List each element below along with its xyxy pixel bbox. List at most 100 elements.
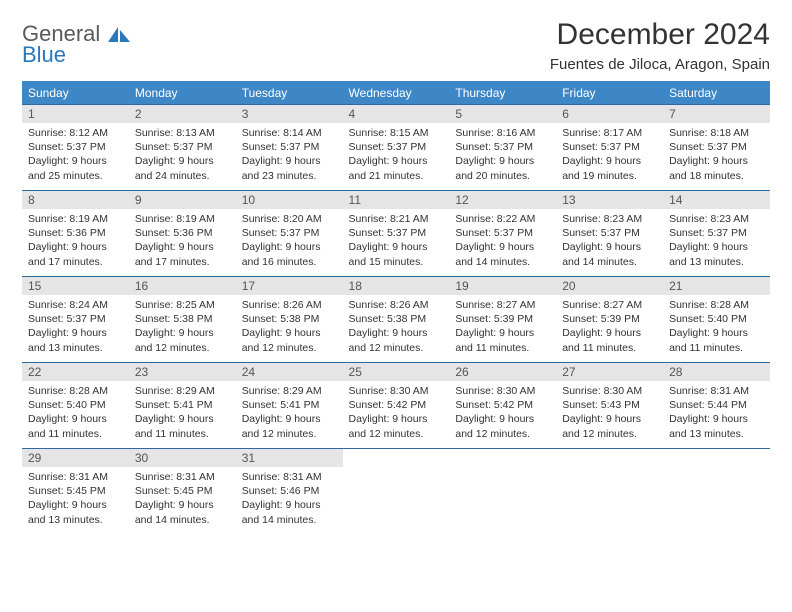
location-subtitle: Fuentes de Jiloca, Aragon, Spain	[550, 56, 770, 73]
day-details: Sunrise: 8:20 AMSunset: 5:37 PMDaylight:…	[236, 209, 343, 273]
day-number: 24	[236, 363, 343, 381]
day-details: Sunrise: 8:19 AMSunset: 5:36 PMDaylight:…	[22, 209, 129, 273]
day-details: Sunrise: 8:27 AMSunset: 5:39 PMDaylight:…	[556, 295, 663, 359]
calendar-cell: 5Sunrise: 8:16 AMSunset: 5:37 PMDaylight…	[449, 105, 556, 191]
weekday-header: Tuesday	[236, 82, 343, 105]
day-details: Sunrise: 8:31 AMSunset: 5:46 PMDaylight:…	[236, 467, 343, 531]
calendar-cell: 29Sunrise: 8:31 AMSunset: 5:45 PMDayligh…	[22, 449, 129, 535]
calendar-row: 15Sunrise: 8:24 AMSunset: 5:37 PMDayligh…	[22, 277, 770, 363]
weekday-header: Saturday	[663, 82, 770, 105]
day-details: Sunrise: 8:12 AMSunset: 5:37 PMDaylight:…	[22, 123, 129, 187]
calendar-table: Sunday Monday Tuesday Wednesday Thursday…	[22, 81, 770, 535]
calendar-cell: 17Sunrise: 8:26 AMSunset: 5:38 PMDayligh…	[236, 277, 343, 363]
calendar-cell: 1Sunrise: 8:12 AMSunset: 5:37 PMDaylight…	[22, 105, 129, 191]
day-number: 13	[556, 191, 663, 209]
weekday-header: Sunday	[22, 82, 129, 105]
weekday-header: Monday	[129, 82, 236, 105]
day-number: 19	[449, 277, 556, 295]
day-details: Sunrise: 8:26 AMSunset: 5:38 PMDaylight:…	[236, 295, 343, 359]
day-details: Sunrise: 8:25 AMSunset: 5:38 PMDaylight:…	[129, 295, 236, 359]
calendar-cell: 9Sunrise: 8:19 AMSunset: 5:36 PMDaylight…	[129, 191, 236, 277]
calendar-cell: 15Sunrise: 8:24 AMSunset: 5:37 PMDayligh…	[22, 277, 129, 363]
calendar-cell: 14Sunrise: 8:23 AMSunset: 5:37 PMDayligh…	[663, 191, 770, 277]
day-details: Sunrise: 8:28 AMSunset: 5:40 PMDaylight:…	[663, 295, 770, 359]
calendar-row: 1Sunrise: 8:12 AMSunset: 5:37 PMDaylight…	[22, 105, 770, 191]
day-number: 20	[556, 277, 663, 295]
day-details: Sunrise: 8:26 AMSunset: 5:38 PMDaylight:…	[343, 295, 450, 359]
calendar-cell: 30Sunrise: 8:31 AMSunset: 5:45 PMDayligh…	[129, 449, 236, 535]
weekday-header: Friday	[556, 82, 663, 105]
weekday-header: Wednesday	[343, 82, 450, 105]
title-block: December 2024 Fuentes de Jiloca, Aragon,…	[550, 18, 770, 73]
day-number: 10	[236, 191, 343, 209]
day-number: 15	[22, 277, 129, 295]
day-details: Sunrise: 8:28 AMSunset: 5:40 PMDaylight:…	[22, 381, 129, 445]
day-number: 30	[129, 449, 236, 467]
calendar-cell: 21Sunrise: 8:28 AMSunset: 5:40 PMDayligh…	[663, 277, 770, 363]
calendar-cell: 24Sunrise: 8:29 AMSunset: 5:41 PMDayligh…	[236, 363, 343, 449]
weekday-header-row: Sunday Monday Tuesday Wednesday Thursday…	[22, 82, 770, 105]
day-number: 1	[22, 105, 129, 123]
day-details: Sunrise: 8:22 AMSunset: 5:37 PMDaylight:…	[449, 209, 556, 273]
day-number: 16	[129, 277, 236, 295]
day-details: Sunrise: 8:23 AMSunset: 5:37 PMDaylight:…	[556, 209, 663, 273]
day-details: Sunrise: 8:31 AMSunset: 5:45 PMDaylight:…	[22, 467, 129, 531]
day-details: Sunrise: 8:21 AMSunset: 5:37 PMDaylight:…	[343, 209, 450, 273]
day-number: 12	[449, 191, 556, 209]
day-details: Sunrise: 8:30 AMSunset: 5:42 PMDaylight:…	[449, 381, 556, 445]
calendar-cell: 2Sunrise: 8:13 AMSunset: 5:37 PMDaylight…	[129, 105, 236, 191]
day-details: Sunrise: 8:29 AMSunset: 5:41 PMDaylight:…	[129, 381, 236, 445]
calendar-cell: 22Sunrise: 8:28 AMSunset: 5:40 PMDayligh…	[22, 363, 129, 449]
day-number: 29	[22, 449, 129, 467]
calendar-cell: 28Sunrise: 8:31 AMSunset: 5:44 PMDayligh…	[663, 363, 770, 449]
day-number: 25	[343, 363, 450, 381]
day-number: 27	[556, 363, 663, 381]
day-number: 26	[449, 363, 556, 381]
calendar-cell: 26Sunrise: 8:30 AMSunset: 5:42 PMDayligh…	[449, 363, 556, 449]
logo-sail-icon	[107, 25, 131, 43]
day-number: 3	[236, 105, 343, 123]
day-details: Sunrise: 8:17 AMSunset: 5:37 PMDaylight:…	[556, 123, 663, 187]
day-details: Sunrise: 8:31 AMSunset: 5:44 PMDaylight:…	[663, 381, 770, 445]
day-number: 7	[663, 105, 770, 123]
brand-text-blue: Blue	[22, 45, 131, 66]
calendar-cell: 12Sunrise: 8:22 AMSunset: 5:37 PMDayligh…	[449, 191, 556, 277]
day-details: Sunrise: 8:24 AMSunset: 5:37 PMDaylight:…	[22, 295, 129, 359]
calendar-cell: 27Sunrise: 8:30 AMSunset: 5:43 PMDayligh…	[556, 363, 663, 449]
day-number: 5	[449, 105, 556, 123]
calendar-cell: 19Sunrise: 8:27 AMSunset: 5:39 PMDayligh…	[449, 277, 556, 363]
calendar-row: 29Sunrise: 8:31 AMSunset: 5:45 PMDayligh…	[22, 449, 770, 535]
day-number: 18	[343, 277, 450, 295]
calendar-cell: 3Sunrise: 8:14 AMSunset: 5:37 PMDaylight…	[236, 105, 343, 191]
day-number: 11	[343, 191, 450, 209]
calendar-cell: 23Sunrise: 8:29 AMSunset: 5:41 PMDayligh…	[129, 363, 236, 449]
calendar-cell: 10Sunrise: 8:20 AMSunset: 5:37 PMDayligh…	[236, 191, 343, 277]
calendar-cell: .	[449, 449, 556, 535]
day-details: Sunrise: 8:29 AMSunset: 5:41 PMDaylight:…	[236, 381, 343, 445]
calendar-cell: 16Sunrise: 8:25 AMSunset: 5:38 PMDayligh…	[129, 277, 236, 363]
header: General Blue December 2024 Fuentes de Ji…	[22, 18, 770, 73]
calendar-cell: 8Sunrise: 8:19 AMSunset: 5:36 PMDaylight…	[22, 191, 129, 277]
calendar-cell: 7Sunrise: 8:18 AMSunset: 5:37 PMDaylight…	[663, 105, 770, 191]
brand-logo: General Blue	[22, 18, 131, 66]
calendar-cell: 11Sunrise: 8:21 AMSunset: 5:37 PMDayligh…	[343, 191, 450, 277]
calendar-cell: 18Sunrise: 8:26 AMSunset: 5:38 PMDayligh…	[343, 277, 450, 363]
calendar-cell: 31Sunrise: 8:31 AMSunset: 5:46 PMDayligh…	[236, 449, 343, 535]
day-number: 2	[129, 105, 236, 123]
calendar-cell: .	[663, 449, 770, 535]
calendar-cell: .	[343, 449, 450, 535]
calendar-cell: 20Sunrise: 8:27 AMSunset: 5:39 PMDayligh…	[556, 277, 663, 363]
day-details: Sunrise: 8:31 AMSunset: 5:45 PMDaylight:…	[129, 467, 236, 531]
day-details: Sunrise: 8:14 AMSunset: 5:37 PMDaylight:…	[236, 123, 343, 187]
calendar-cell: 4Sunrise: 8:15 AMSunset: 5:37 PMDaylight…	[343, 105, 450, 191]
calendar-row: 8Sunrise: 8:19 AMSunset: 5:36 PMDaylight…	[22, 191, 770, 277]
day-number: 4	[343, 105, 450, 123]
day-details: Sunrise: 8:18 AMSunset: 5:37 PMDaylight:…	[663, 123, 770, 187]
day-number: 22	[22, 363, 129, 381]
day-details: Sunrise: 8:30 AMSunset: 5:42 PMDaylight:…	[343, 381, 450, 445]
day-number: 17	[236, 277, 343, 295]
day-details: Sunrise: 8:15 AMSunset: 5:37 PMDaylight:…	[343, 123, 450, 187]
calendar-cell: .	[556, 449, 663, 535]
day-number: 21	[663, 277, 770, 295]
day-details: Sunrise: 8:13 AMSunset: 5:37 PMDaylight:…	[129, 123, 236, 187]
